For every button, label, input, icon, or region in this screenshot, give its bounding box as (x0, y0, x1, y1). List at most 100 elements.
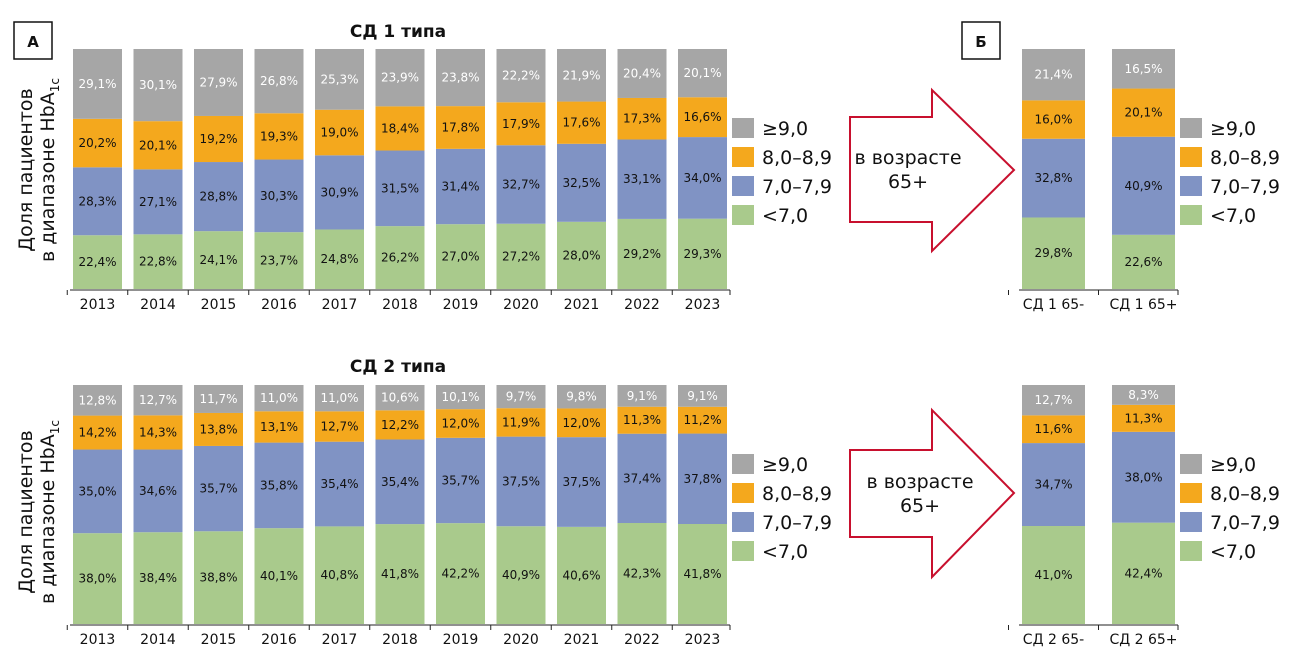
legend-label: ≥9,0 (762, 118, 808, 140)
bar-segment-lt7 (678, 218, 727, 289)
data-label: 38,0% (1124, 470, 1162, 484)
bar-segment-7-79 (617, 139, 667, 219)
bar-segment-8-89 (436, 106, 485, 149)
bar-segment-ge9 (1022, 49, 1085, 101)
bar-segment-8-89 (496, 408, 546, 437)
data-label: 32,8% (1034, 171, 1072, 185)
legend-swatch-8-89 (732, 483, 754, 503)
data-label: 40,8% (320, 568, 358, 582)
bar-segment-lt7 (73, 235, 122, 289)
x-tick-label: 2021 (564, 297, 600, 313)
legend-swatch-ge9 (732, 118, 754, 138)
data-label: 40,9% (502, 568, 540, 582)
data-label: 19,2% (199, 132, 237, 146)
data-label: 22,4% (78, 255, 116, 269)
legend-swatch-8-89 (1180, 147, 1202, 167)
x-tick-label: 2013 (80, 297, 116, 313)
data-label: 30,1% (139, 78, 177, 92)
bar-segment-8-89 (678, 97, 727, 138)
data-label: 24,1% (199, 253, 237, 267)
legend-label: 7,0–7,9 (762, 512, 832, 534)
data-label: 27,1% (139, 195, 177, 209)
bar-segment-lt7 (133, 234, 183, 289)
data-label: 16,6% (683, 110, 721, 124)
data-label: 38,0% (78, 572, 116, 586)
bar-segment-ge9 (678, 49, 727, 98)
legend-label: <7,0 (1210, 541, 1256, 563)
data-label: 12,7% (320, 420, 358, 434)
x-tick-label: 2015 (201, 632, 237, 648)
bar-segment-8-89 (557, 408, 606, 438)
data-label: 9,8% (566, 390, 597, 404)
data-label: 28,0% (562, 248, 600, 262)
bar-segment-8-89 (254, 113, 304, 160)
data-label: 27,0% (441, 250, 479, 264)
data-label: 23,7% (260, 254, 298, 268)
bar-segment-ge9 (315, 385, 364, 412)
data-label: 14,2% (78, 426, 116, 440)
bar-segment-8-89 (73, 415, 122, 450)
x-tick-label: 2014 (140, 632, 176, 648)
data-label: 30,3% (260, 189, 298, 203)
bar-segment-8-89 (557, 101, 606, 144)
data-label: 35,7% (199, 482, 237, 496)
data-label: 12,0% (562, 416, 600, 430)
data-label: 12,0% (441, 416, 479, 430)
data-label: 11,7% (199, 392, 237, 406)
bar-segment-7-79 (436, 437, 485, 524)
legend-swatch-7-79 (732, 512, 754, 532)
data-label: 13,1% (260, 420, 298, 434)
bar-segment-8-89 (194, 412, 243, 446)
data-label: 17,6% (562, 116, 600, 130)
bar-segment-7-79 (678, 433, 727, 524)
data-label: 42,2% (441, 567, 479, 581)
bar-segment-7-79 (436, 148, 485, 225)
legend-swatch-7-79 (732, 176, 754, 196)
bar-segment-lt7 (436, 224, 485, 289)
x-tick-label: 2017 (322, 632, 358, 648)
bar-segment-8-89 (617, 97, 667, 140)
legend: ≥9,0 8,0–8,9 7,0–7,9 <7,0 (1180, 454, 1280, 563)
bar-segment-8-89 (375, 106, 425, 151)
data-label: 17,9% (502, 117, 540, 131)
bar-segment-ge9 (496, 385, 546, 409)
data-label: 18,4% (381, 121, 419, 135)
bar-segment-lt7 (496, 223, 546, 289)
data-label: 29,1% (78, 77, 116, 91)
data-label: 33,1% (623, 172, 661, 186)
data-label: 9,7% (506, 390, 537, 404)
arrow-top: в возрасте 65+ (849, 87, 1016, 254)
x-tick-label: 2018 (382, 297, 418, 313)
bar-segment-lt7 (254, 232, 304, 289)
data-label: 37,5% (502, 474, 540, 488)
bar-segment-lt7 (1112, 234, 1175, 289)
bar-segment-ge9 (1022, 385, 1085, 416)
data-label: 35,4% (320, 477, 358, 491)
bar-segment-8-89 (678, 406, 727, 434)
data-label: 27,2% (502, 249, 540, 263)
data-label: 40,1% (260, 569, 298, 583)
bar-segment-lt7 (315, 526, 364, 624)
bar-segment-7-79 (375, 439, 425, 525)
y-axis-label-line2: в диапазоне HbA1c (37, 420, 62, 604)
data-label: 29,8% (1034, 246, 1072, 260)
data-label: 24,8% (320, 252, 358, 266)
chart-sd1-age: 29,8% 32,8% 16,0% 21,4% СД 1 65- 22,6% 40,9% 20… (1008, 49, 1179, 313)
bar-segment-7-79 (617, 433, 667, 524)
bar-segment-8-89 (1112, 404, 1175, 432)
legend-label: 7,0–7,9 (1210, 176, 1280, 198)
bar-segment-ge9 (557, 385, 606, 409)
data-label: 37,5% (562, 475, 600, 489)
x-tick-label: СД 2 65- (1023, 632, 1084, 648)
legend-label: 8,0–8,9 (1210, 483, 1280, 505)
y-axis-label-top: Доля пациентов в диапазоне HbA1c (15, 78, 62, 262)
data-label: 29,3% (683, 247, 721, 261)
bar-segment-ge9 (73, 385, 122, 416)
bar-segment-7-79 (1112, 431, 1175, 523)
bar-segment-ge9 (1112, 385, 1175, 405)
bar-segment-lt7 (496, 526, 546, 624)
bar-segment-8-89 (194, 115, 243, 163)
x-tick-label: 2018 (382, 632, 418, 648)
data-label: 41,8% (381, 567, 419, 581)
data-label: 38,8% (199, 571, 237, 585)
